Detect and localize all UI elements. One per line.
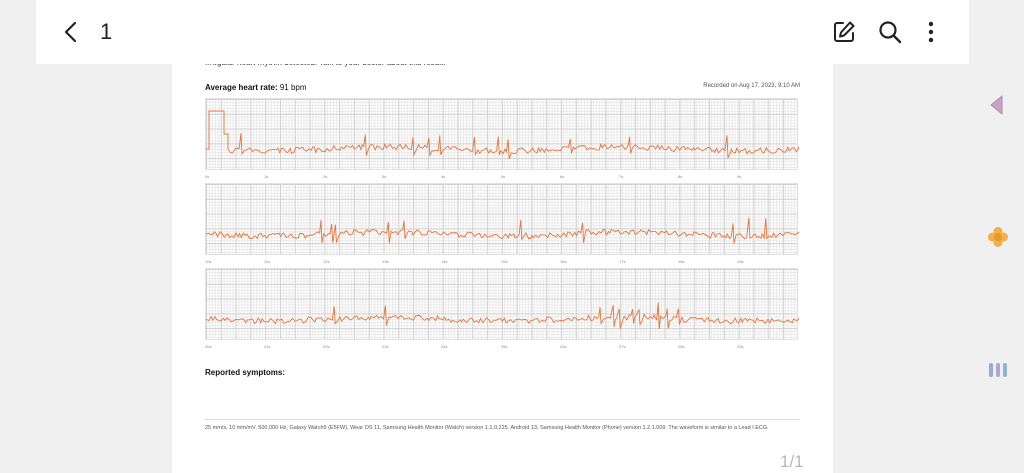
- reported-symptoms-label: Reported symptoms:: [205, 368, 286, 377]
- ecg-strip-3: [205, 268, 799, 340]
- chevron-left-icon: [64, 21, 77, 43]
- edge-panel-flower-icon[interactable]: [986, 225, 1010, 249]
- device-info-footer: 25 mm/s, 10 mm/mV, 500.000 Hz, Galaxy Wa…: [205, 425, 769, 431]
- tick-label: 14s: [441, 259, 448, 264]
- ecg-strip-1: [205, 98, 799, 170]
- ecg-strip-1-ticks: 0s 1s 2s 3s 4s 5s 6s 7s 8s 9s: [205, 174, 798, 182]
- tick-label: 12s: [323, 259, 330, 264]
- ecg-waveform-1: [206, 110, 799, 160]
- tick-label: 4s: [441, 174, 446, 179]
- tick-label: 8s: [678, 174, 683, 179]
- tick-label: 23s: [382, 344, 389, 349]
- tick-label: 11s: [264, 259, 271, 264]
- tick-label: 13s: [382, 259, 389, 264]
- tick-label: 28s: [678, 344, 685, 349]
- tick-label: 16s: [560, 259, 567, 264]
- tick-label: 22s: [323, 344, 330, 349]
- ecg-strip-2: [205, 183, 799, 255]
- tick-label: 29s: [737, 344, 744, 349]
- ecg-waveform-2: [206, 217, 799, 244]
- tick-label: 1s: [264, 174, 269, 179]
- tick-label: 26s: [560, 344, 567, 349]
- edge-panel-bars-icon[interactable]: [986, 358, 1010, 382]
- tick-label: 24s: [441, 344, 448, 349]
- tick-label: 6s: [560, 174, 565, 179]
- average-heart-rate-label: Average heart rate:: [205, 83, 278, 92]
- tick-label: 2s: [323, 174, 328, 179]
- tick-label: 7s: [619, 174, 624, 179]
- average-heart-rate-value: 91 bpm: [279, 83, 307, 92]
- triangle-icon: [990, 95, 1003, 115]
- page-indicator: 1/1: [780, 452, 804, 471]
- recorded-date: Recorded on Aug 17, 2023, 9:10 AM: [703, 83, 800, 89]
- tick-label: 20s: [205, 344, 212, 349]
- tick-label: 9s: [737, 174, 742, 179]
- ecg-strip-2-ticks: 10s 11s 12s 13s 14s 15s 16s 17s 18s 19s: [205, 259, 798, 267]
- tick-label: 19s: [737, 259, 744, 264]
- tick-label: 27s: [619, 344, 626, 349]
- edit-button[interactable]: [830, 18, 858, 46]
- tick-label: 18s: [678, 259, 685, 264]
- document-page: Irregular heart rhythm detected. Talk to…: [172, 40, 833, 473]
- tick-label: 0s: [205, 174, 210, 179]
- tick-label: 15s: [501, 259, 508, 264]
- document-title: 1: [100, 19, 113, 44]
- tick-label: 21s: [264, 344, 271, 349]
- divider: [205, 419, 800, 420]
- tick-label: 10s: [205, 259, 212, 264]
- bars-icon: [989, 363, 1007, 377]
- tick-label: 25s: [501, 344, 508, 349]
- ecg-strip-3-ticks: 20s 21s 22s 23s 24s 25s 26s 27s 28s 29s: [205, 344, 798, 352]
- more-vertical-icon: [928, 21, 934, 43]
- more-options-button[interactable]: [917, 18, 945, 46]
- tick-label: 17s: [619, 259, 626, 264]
- search-icon: [879, 21, 902, 44]
- search-button[interactable]: [876, 18, 904, 46]
- top-toolbar: 1: [36, 0, 969, 64]
- edge-panel-triangle-icon[interactable]: [986, 93, 1010, 117]
- average-heart-rate: Average heart rate: 91 bpm: [205, 83, 307, 92]
- flower-icon: [988, 227, 1008, 247]
- tick-label: 3s: [382, 174, 387, 179]
- ecg-waveform-3: [206, 302, 799, 330]
- back-button[interactable]: [58, 18, 86, 46]
- tick-label: 5s: [501, 174, 506, 179]
- edit-pencil-icon: [834, 21, 855, 42]
